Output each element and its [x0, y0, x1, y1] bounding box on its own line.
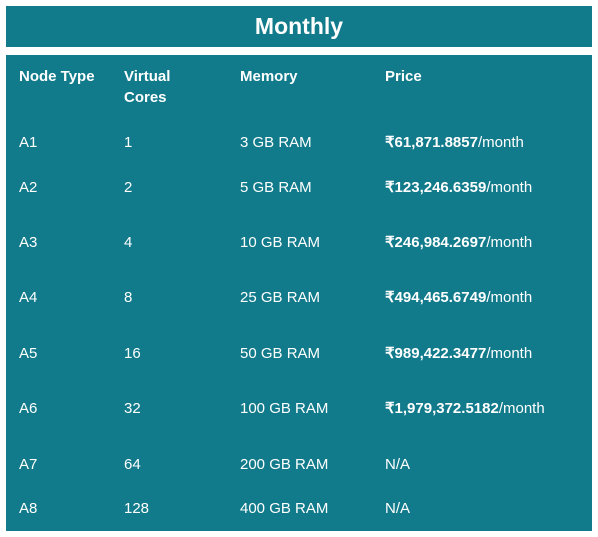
- price-unit: /month: [486, 179, 533, 196]
- cell-price: ₹1,979,372.5182/month: [385, 398, 545, 419]
- cell-memory: 25 GB RAM: [240, 289, 321, 306]
- cell-memory: 3 GB RAM: [240, 134, 312, 151]
- price-amount: ₹123,246.6359: [385, 179, 487, 196]
- cell-memory: 10 GB RAM: [240, 234, 321, 251]
- cell-node-type: A8: [19, 500, 38, 517]
- cell-virtual-cores: 64: [124, 456, 141, 473]
- cell-memory: 400 GB RAM: [240, 500, 329, 517]
- cell-virtual-cores: 8: [124, 289, 133, 306]
- header-virtual-cores: Virtual Cores: [124, 66, 170, 108]
- price-unit: N/A: [385, 456, 411, 473]
- cell-node-type: A5: [19, 345, 38, 362]
- cell-memory: 200 GB RAM: [240, 456, 329, 473]
- cell-node-type: A6: [19, 400, 38, 417]
- cell-price: ₹246,984.2697/month: [385, 232, 532, 253]
- price-unit: /month: [486, 345, 533, 362]
- page-title-text: Monthly: [254, 13, 344, 39]
- cell-node-type: A1: [19, 134, 38, 151]
- cell-virtual-cores: 2: [124, 179, 133, 196]
- price-amount: ₹989,422.3477: [385, 345, 487, 362]
- price-amount: ₹61,871.8857: [385, 134, 478, 151]
- price-unit: /month: [486, 289, 533, 306]
- header-memory: Memory: [240, 68, 298, 85]
- cell-virtual-cores: 32: [124, 400, 141, 417]
- page-title: Monthly: [6, 6, 592, 47]
- cell-price: N/A: [385, 498, 410, 519]
- header-node-type: Node Type: [19, 68, 95, 85]
- cell-virtual-cores: 128: [124, 500, 150, 517]
- price-amount: ₹1,979,372.5182: [385, 400, 499, 417]
- price-unit: /month: [498, 400, 545, 417]
- cell-price: ₹61,871.8857/month: [385, 132, 524, 153]
- price-unit: /month: [486, 234, 533, 251]
- pricing-table: Node Type Virtual Cores Memory Price A1 …: [6, 55, 592, 531]
- cell-virtual-cores: 4: [124, 234, 133, 251]
- header-virtual-cores-line1: Virtual: [124, 68, 171, 85]
- cell-price: ₹494,465.6749/month: [385, 287, 532, 308]
- cell-node-type: A3: [19, 234, 38, 251]
- cell-memory: 5 GB RAM: [240, 179, 312, 196]
- cell-price: ₹989,422.3477/month: [385, 343, 532, 364]
- cell-node-type: A7: [19, 456, 38, 473]
- cell-node-type: A2: [19, 179, 38, 196]
- header-virtual-cores-line2: Cores: [124, 89, 167, 106]
- price-amount: ₹494,465.6749: [385, 289, 487, 306]
- cell-memory: 50 GB RAM: [240, 345, 321, 362]
- price-unit: N/A: [385, 500, 411, 517]
- cell-node-type: A4: [19, 289, 38, 306]
- cell-virtual-cores: 1: [124, 134, 133, 151]
- price-amount: ₹246,984.2697: [385, 234, 487, 251]
- cell-price: N/A: [385, 454, 410, 475]
- cell-virtual-cores: 16: [124, 345, 141, 362]
- header-price: Price: [385, 68, 422, 85]
- cell-memory: 100 GB RAM: [240, 400, 329, 417]
- price-unit: /month: [477, 134, 524, 151]
- cell-price: ₹123,246.6359/month: [385, 177, 532, 198]
